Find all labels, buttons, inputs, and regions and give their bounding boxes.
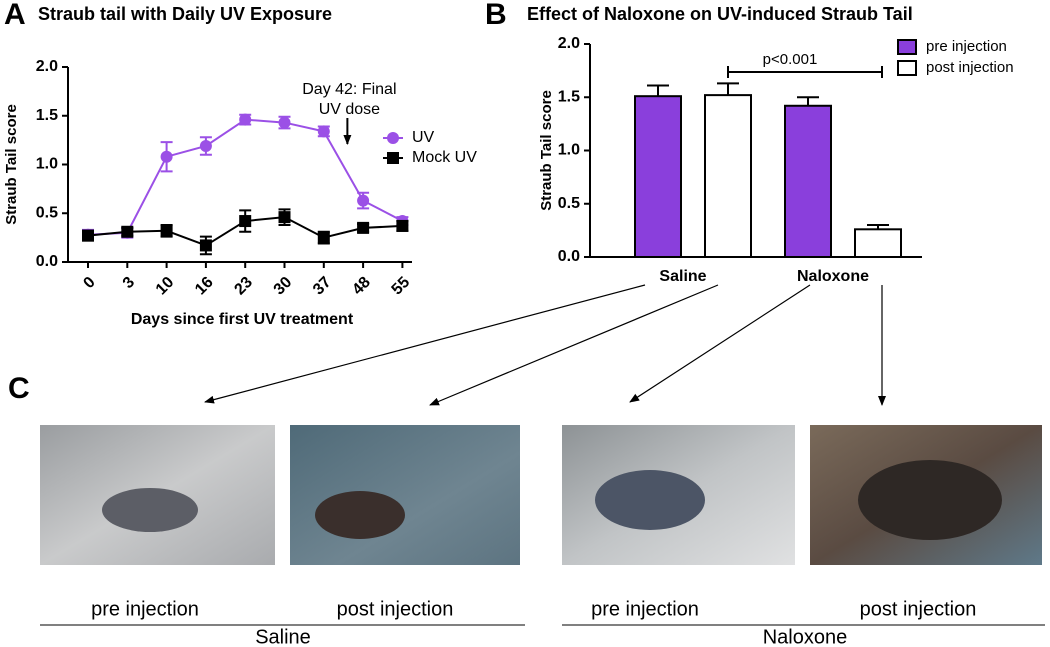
y-tick-label: 0.0 — [36, 253, 58, 270]
annotation: p<0.001 — [763, 51, 818, 68]
marker — [396, 219, 409, 232]
x-tick-label: Saline — [659, 268, 706, 285]
y-axis-label: Straub Tail score — [538, 90, 555, 211]
marker — [121, 225, 134, 238]
legend-swatch — [897, 60, 917, 76]
marker — [160, 224, 173, 237]
marker — [317, 125, 330, 138]
y-tick-label: 2.0 — [36, 58, 58, 75]
marker — [357, 221, 370, 234]
marker — [199, 239, 212, 252]
chart-title: Straub tail with Daily UV Exposure — [38, 4, 332, 24]
bar — [634, 95, 682, 258]
y-tick-label: 1.5 — [36, 107, 58, 124]
marker — [278, 211, 291, 224]
marker — [160, 150, 173, 163]
x-axis-label: Days since first UV treatment — [131, 311, 354, 328]
y-tick-label: 0.0 — [558, 248, 580, 265]
marker — [317, 231, 330, 244]
photo — [290, 425, 520, 565]
error-bar — [647, 84, 669, 97]
photo-subject — [595, 470, 705, 530]
significance-bracket — [727, 66, 883, 78]
marker — [278, 116, 291, 129]
bar — [854, 228, 902, 258]
x-tick-label: 10 — [153, 274, 178, 299]
marker — [239, 113, 252, 126]
bar — [704, 94, 752, 259]
photo-subject — [315, 491, 405, 539]
arrow — [629, 284, 811, 403]
marker — [199, 139, 212, 152]
x-tick-label: 30 — [271, 274, 296, 299]
error-bar — [797, 96, 819, 106]
marker — [82, 229, 94, 242]
error-bar — [867, 224, 889, 230]
legend-label: post injection — [926, 59, 1014, 76]
arrows — [204, 284, 886, 406]
x-tick-label: 48 — [349, 274, 374, 299]
error-bar — [717, 82, 739, 96]
y-tick-label: 0.5 — [558, 195, 580, 212]
photo-caption: post injection — [860, 598, 977, 620]
group-label: Saline — [255, 626, 311, 647]
y-tick-label: 2.0 — [558, 35, 580, 52]
arrow — [429, 284, 719, 406]
group-label: Naloxone — [763, 626, 848, 647]
panel-label: A — [4, 0, 26, 31]
x-tick-label: 0 — [80, 274, 98, 292]
panel-label: B — [485, 0, 507, 31]
bar — [784, 104, 832, 258]
x-tick-label: 55 — [389, 274, 414, 299]
x-tick-label: 23 — [231, 274, 256, 299]
photo-subject — [102, 488, 198, 532]
legend-label: pre injection — [926, 38, 1007, 55]
legend-swatch — [897, 39, 917, 55]
annotation: Day 42: Final — [302, 81, 396, 98]
annotation: UV dose — [319, 101, 380, 118]
y-axis-label: Straub Tail score — [3, 104, 20, 225]
marker — [239, 215, 252, 228]
legend-label: UV — [412, 129, 435, 146]
y-tick-label: 1.0 — [558, 142, 580, 159]
y-tick-label: 1.5 — [558, 88, 580, 105]
y-tick-label: 0.5 — [36, 204, 58, 221]
legend-marker — [387, 132, 399, 144]
chart-title: Effect of Naloxone on UV-induced Straub … — [527, 4, 913, 24]
arrow — [204, 284, 646, 404]
x-tick-label: 16 — [192, 274, 217, 299]
photo-caption: pre injection — [591, 598, 699, 620]
photo-caption: post injection — [337, 598, 454, 620]
photo-subject — [858, 460, 1002, 540]
y-tick-label: 1.0 — [36, 156, 58, 173]
legend-marker — [387, 152, 399, 164]
panel-label: C — [8, 372, 30, 405]
legend-label: Mock UV — [412, 149, 477, 166]
x-tick-label: 37 — [310, 274, 335, 299]
photo-caption: pre injection — [91, 598, 199, 620]
x-tick-label: Naloxone — [797, 268, 869, 285]
marker — [357, 194, 370, 207]
x-tick-label: 3 — [120, 274, 138, 292]
